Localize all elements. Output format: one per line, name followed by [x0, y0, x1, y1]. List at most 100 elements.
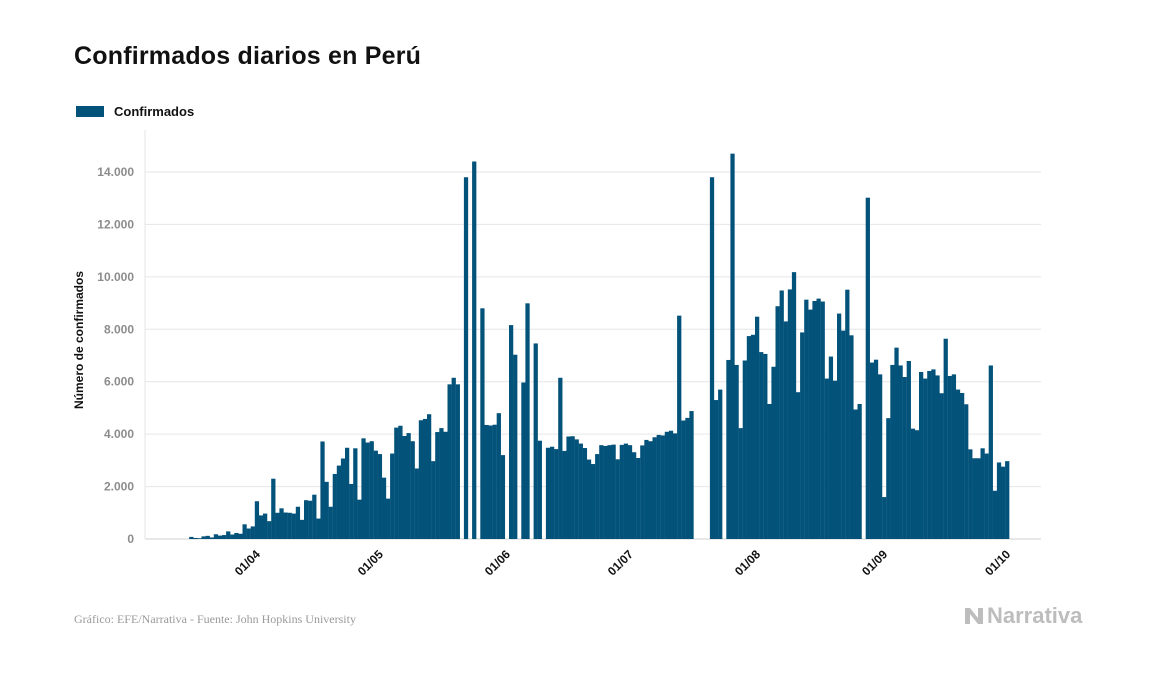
bar: [226, 531, 231, 539]
bar: [603, 445, 608, 539]
bar: [783, 321, 788, 539]
bar: [431, 461, 436, 539]
bar: [886, 418, 891, 539]
bar: [386, 498, 391, 539]
bar: [213, 534, 219, 539]
bar: [906, 361, 911, 539]
bar: [271, 478, 276, 539]
bar: [513, 354, 518, 539]
y-axis-label: Número de confirmados: [72, 271, 86, 409]
bar: [250, 526, 255, 539]
bar: [332, 473, 337, 539]
bar: [566, 436, 571, 539]
bar: [263, 513, 268, 539]
bar: [980, 448, 985, 539]
bar: [988, 365, 993, 539]
y-tick-label: 10.000: [97, 270, 134, 284]
bar: [992, 490, 998, 539]
bar: [238, 533, 243, 539]
bar: [894, 347, 899, 539]
bar: [373, 450, 378, 539]
bar: [935, 375, 940, 539]
bar: [451, 377, 456, 539]
bar: [361, 438, 366, 539]
bar: [377, 454, 383, 539]
bar: [853, 409, 858, 539]
bar: [972, 458, 977, 539]
bar: [328, 506, 333, 539]
bar: [849, 335, 854, 539]
bar: [275, 512, 280, 539]
bar: [447, 384, 452, 539]
bar: [1005, 461, 1010, 539]
bar: [660, 435, 665, 539]
bar: [681, 420, 686, 539]
bar: [283, 512, 288, 539]
source-note: Gráfico: EFE/Narrativa - Fuente: John Ho…: [74, 612, 356, 626]
bar: [910, 428, 916, 539]
bar: [627, 445, 633, 539]
bar: [619, 444, 624, 539]
bar: [648, 441, 653, 539]
bar: [800, 332, 805, 539]
y-tick-label: 4.000: [104, 427, 134, 441]
bar: [287, 512, 292, 539]
bar: [574, 439, 579, 539]
bar: [902, 377, 907, 539]
bar: [308, 500, 313, 539]
bar: [521, 382, 526, 539]
bar: [480, 308, 485, 539]
bar: [439, 428, 444, 539]
bar: [824, 378, 829, 539]
bar: [312, 494, 317, 539]
bar: [832, 380, 838, 539]
bar: [398, 425, 403, 539]
bar: [554, 449, 559, 539]
bar: [611, 444, 616, 539]
bar: [410, 441, 415, 539]
bar: [673, 433, 678, 539]
bar: [664, 431, 670, 539]
bar: [258, 515, 264, 539]
bar: [222, 535, 227, 539]
bar: [771, 366, 776, 539]
bar: [562, 450, 567, 539]
x-tick-label: 01/06: [482, 547, 513, 578]
bar: [685, 417, 690, 539]
bar: [878, 374, 883, 539]
bar: [738, 428, 743, 539]
y-tick-label: 12.000: [97, 217, 134, 231]
bar: [488, 425, 493, 539]
bar: [591, 464, 596, 539]
bar: [968, 449, 973, 539]
bar: [349, 483, 354, 539]
bar: [599, 445, 604, 539]
bar: [472, 161, 477, 539]
bar: [652, 437, 657, 539]
bar: [955, 389, 961, 539]
bar: [320, 441, 325, 539]
bar: [558, 377, 563, 539]
bar: [267, 521, 272, 539]
bar: [927, 370, 932, 539]
bar: [336, 465, 342, 539]
bar: [394, 427, 399, 539]
bar: [976, 458, 981, 539]
bar: [209, 537, 214, 539]
x-tick-label: 01/08: [732, 547, 763, 578]
bar: [882, 497, 887, 539]
x-tick-label: 01/04: [232, 547, 263, 578]
bar: [291, 513, 296, 539]
bar: [537, 440, 542, 539]
y-tick-label: 0: [127, 532, 134, 546]
bar: [427, 414, 432, 539]
bar: [837, 313, 842, 539]
bar: [726, 359, 731, 539]
bar: [246, 528, 251, 539]
legend-swatch: [76, 106, 104, 117]
bar: [796, 392, 801, 539]
bar: [234, 532, 239, 539]
bar: [804, 299, 809, 539]
bar: [299, 519, 305, 539]
bar: [808, 309, 813, 540]
